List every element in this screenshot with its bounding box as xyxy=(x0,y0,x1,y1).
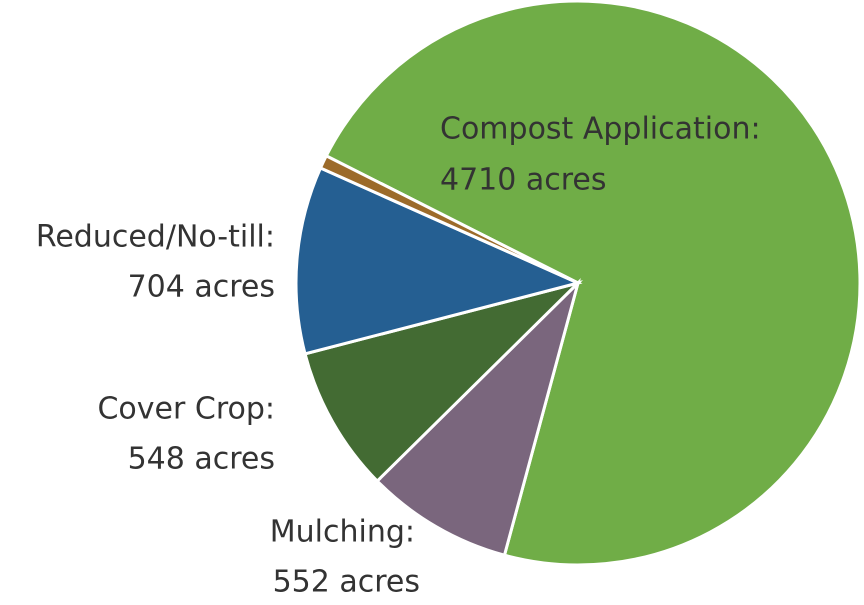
value-label: 704 acres xyxy=(128,270,275,305)
slice-label: Reduced/No-till: xyxy=(36,220,275,255)
pie-slice xyxy=(294,166,583,356)
slice-label: Mulching: xyxy=(270,515,415,550)
slice-label: Compost Application: xyxy=(440,112,761,147)
value-label: 548 acres xyxy=(128,442,275,477)
value-label: 552 acres xyxy=(273,565,420,600)
slice-label: Cover Crop: xyxy=(97,392,275,427)
pie-slice xyxy=(375,278,581,558)
pie-slice xyxy=(303,280,584,484)
pie-slice xyxy=(324,0,862,567)
value-label: 4710 acres xyxy=(440,163,607,198)
pie-slice xyxy=(318,153,579,285)
